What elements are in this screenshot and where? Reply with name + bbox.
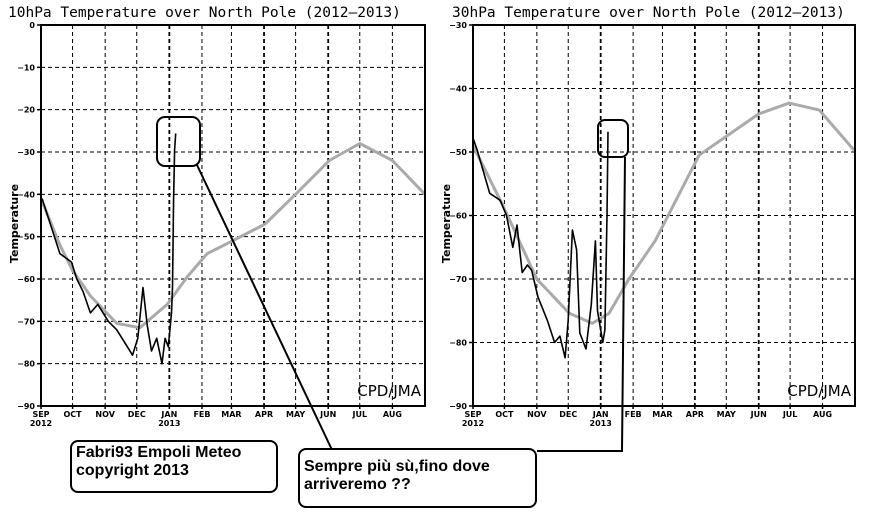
plot-frame — [40, 24, 426, 407]
comment-box: Sempre più sù,fino dove arriveremo ?? — [298, 448, 537, 508]
y-tick-label: −20 — [17, 106, 35, 115]
x-tick-label: JUN — [319, 410, 336, 419]
y-axis-label: Temperature — [440, 184, 453, 263]
x-tick-label: FEB — [625, 410, 642, 419]
x-tick-year: 2012 — [462, 419, 484, 428]
y-tick-label: 0 — [29, 21, 35, 30]
y-tick-label: −60 — [17, 275, 35, 284]
x-tick-label: JUN — [750, 410, 767, 419]
y-tick-label: −60 — [449, 212, 467, 221]
highlight-box-30hpa — [597, 119, 629, 158]
comment-line-1: Sempre più sù,fino dove — [304, 458, 490, 475]
y-tick-label: −70 — [17, 317, 35, 326]
x-tick-label: OCT — [63, 410, 82, 419]
y-tick-label: −90 — [17, 402, 35, 411]
source-label: CPD/JMA — [787, 382, 851, 400]
x-tick-label: JUL — [782, 410, 798, 419]
callout-line-30hpa — [537, 156, 626, 452]
series-line-climatology — [471, 101, 856, 325]
x-tick-label: NOV — [95, 410, 115, 419]
x-tick-label: MAR — [221, 410, 241, 419]
y-tick-label: −40 — [449, 85, 467, 94]
series-line-2012-2013 — [41, 133, 177, 365]
x-tick-year: 2013 — [590, 419, 612, 428]
x-tick-label: DEC — [128, 410, 146, 419]
y-tick-label: −10 — [17, 63, 35, 72]
x-tick-label: APR — [686, 410, 704, 419]
y-tick-label: −30 — [449, 21, 467, 30]
comment-line-2: arriveremo ?? — [304, 476, 411, 493]
x-tick-label: AUG — [813, 410, 832, 419]
y-tick-label: −40 — [17, 190, 35, 199]
x-tick-label: DEC — [559, 410, 577, 419]
callout-line-10hpa — [196, 164, 334, 453]
plot-frame — [472, 24, 856, 407]
y-tick-label: −70 — [449, 275, 467, 284]
y-axis-label: Temperature — [8, 184, 21, 263]
x-tick-label: MAY — [286, 410, 305, 419]
x-tick-label: NOV — [527, 410, 547, 419]
source-label: CPD/JMA — [357, 382, 421, 400]
x-tick-label: APR — [255, 410, 273, 419]
chart-title: 30hPa Temperature over North Pole (2012–… — [452, 5, 845, 21]
x-tick-label: SEP — [464, 410, 481, 419]
x-tick-label: MAR — [652, 410, 672, 419]
y-tick-label: −30 — [17, 148, 35, 157]
y-tick-label: −50 — [17, 233, 35, 242]
y-tick-label: −80 — [449, 339, 467, 348]
series-line-climatology — [39, 142, 427, 330]
x-tick-label: MAY — [717, 410, 736, 419]
y-tick-label: −90 — [449, 402, 467, 411]
credit-line-2: copyright 2013 — [76, 462, 189, 479]
x-tick-label: JAN — [592, 410, 609, 419]
chart-title: 10hPa Temperature over North Pole (2012–… — [8, 5, 401, 21]
credit-box: Fabri93 Empoli Meteo copyright 2013 — [70, 440, 278, 493]
x-tick-year: 2013 — [158, 419, 180, 428]
x-tick-label: AUG — [383, 410, 402, 419]
x-tick-label: JUL — [351, 410, 367, 419]
series-line-2012-2013 — [472, 131, 609, 359]
x-tick-year: 2012 — [30, 419, 52, 428]
x-tick-label: OCT — [495, 410, 514, 419]
x-tick-label: JAN — [160, 410, 177, 419]
x-tick-label: SEP — [32, 410, 49, 419]
x-tick-label: FEB — [193, 410, 210, 419]
credit-line-1: Fabri93 Empoli Meteo — [76, 444, 242, 461]
y-tick-label: −50 — [449, 148, 467, 157]
y-tick-label: −80 — [17, 360, 35, 369]
highlight-box-10hpa — [156, 116, 201, 167]
